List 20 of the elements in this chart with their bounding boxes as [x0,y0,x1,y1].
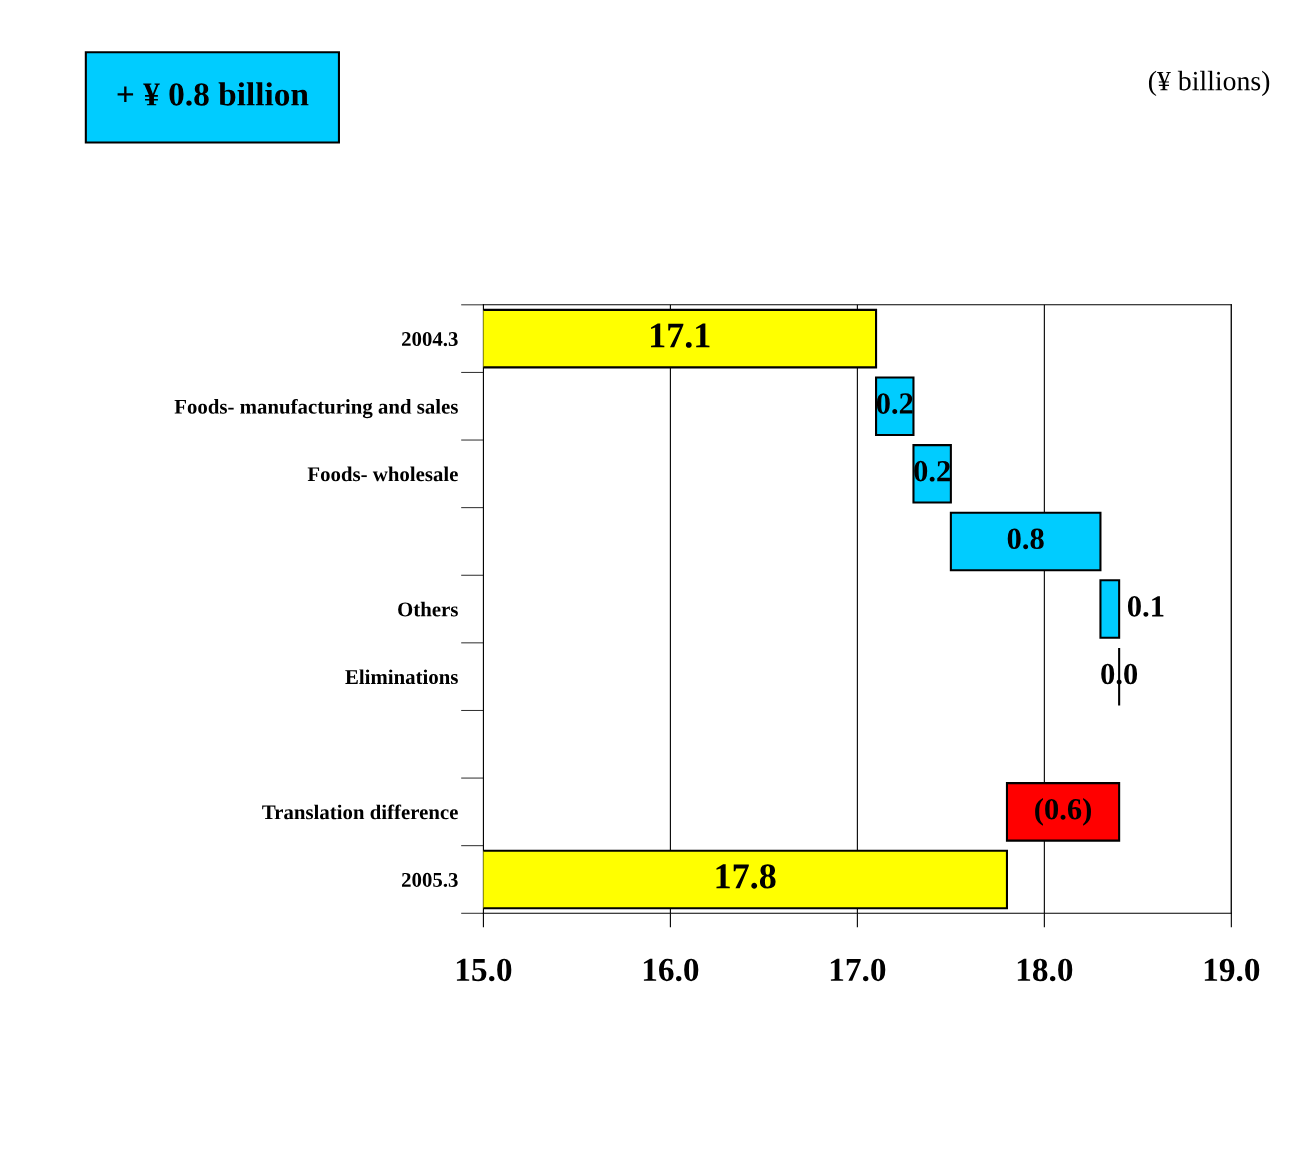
x-tick-label: 19.0 [1204,958,1260,982]
x-tick-label: 16.0 [643,958,699,982]
x-tick-label: 17.0 [830,958,886,982]
y-tick-label: Foods- manufacturing and sales [174,398,458,419]
y-tick-label: Others [398,601,458,617]
text: + ¥ 0.8 billion [117,82,309,106]
y-tick-label: Eliminations [345,669,458,685]
data-label: (0.6) [1035,798,1091,826]
y-tick-label: Foods- wholesale [307,466,458,482]
x-tick-label: 18.0 [1017,958,1073,982]
y-tick-label: Translation difference [262,804,458,820]
y-tick-label: 2005.3 [402,872,458,888]
y-tick-label: 2004.3 [402,332,458,347]
data-label: 0.1 [1127,596,1164,617]
data-label: 0.8 [1007,528,1044,550]
text: (¥ billions) [1148,70,1270,97]
data-label: 0.2 [914,460,950,482]
data-label: 17.8 [716,864,776,889]
x-tick-label: 15.0 [456,958,512,982]
data-label: 17.1 [651,323,710,348]
